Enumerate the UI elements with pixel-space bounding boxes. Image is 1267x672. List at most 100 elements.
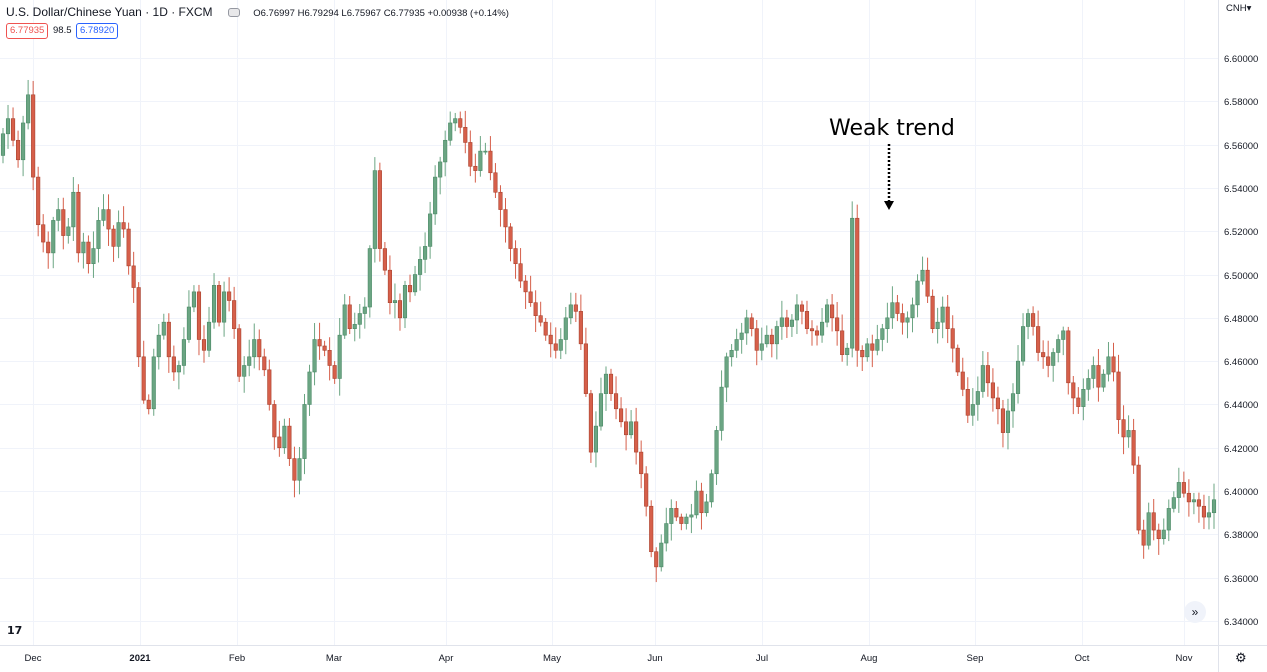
time-tick-label: Mar: [326, 653, 342, 664]
candle: [503, 209, 508, 228]
scroll-to-realtime-button[interactable]: »: [1184, 601, 1206, 623]
candle: [1131, 430, 1136, 466]
candle: [794, 304, 799, 321]
candle: [995, 397, 1000, 410]
tradingview-logo[interactable]: 17: [7, 624, 23, 637]
candle: [523, 280, 528, 293]
candle: [840, 330, 845, 355]
candle: [412, 274, 418, 293]
currency-selector[interactable]: CNH▾: [1226, 3, 1251, 14]
candle: [1031, 313, 1036, 327]
time-tick-label: Nov: [1176, 653, 1193, 664]
candle: [1136, 464, 1141, 531]
candle: [478, 150, 483, 171]
candle: [1116, 371, 1121, 420]
candle: [66, 226, 71, 236]
candle: [639, 451, 644, 475]
candle: [558, 339, 563, 351]
candle: [885, 317, 890, 329]
candle: [649, 505, 654, 553]
gear-icon[interactable]: ⚙: [1235, 650, 1247, 665]
buy-price-badge[interactable]: 6.78920: [76, 23, 119, 39]
candle: [26, 94, 31, 124]
candle: [418, 259, 423, 275]
candle: [1066, 330, 1071, 384]
candle: [116, 222, 121, 247]
candle: [367, 248, 372, 308]
candle: [277, 436, 282, 449]
candle: [1156, 529, 1161, 540]
candle: [804, 311, 810, 329]
candle: [362, 306, 367, 314]
candle: [312, 339, 317, 373]
price-tick-label: 6.38000: [1224, 530, 1258, 541]
candle: [1000, 408, 1006, 433]
candle: [930, 295, 935, 329]
candle: [267, 369, 272, 405]
candle: [1026, 313, 1031, 327]
candle: [196, 291, 202, 340]
sell-price-badge[interactable]: 6.77935: [6, 23, 49, 39]
candle: [619, 408, 624, 423]
candle: [1151, 512, 1156, 531]
candle: [1161, 529, 1166, 540]
price-tick-label: 6.58000: [1224, 97, 1258, 108]
candle: [548, 334, 553, 345]
candle: [578, 311, 583, 345]
candle: [910, 304, 915, 319]
candle: [799, 304, 805, 312]
candle: [1181, 482, 1186, 494]
candle: [870, 343, 875, 351]
candle: [201, 339, 207, 351]
candle: [583, 343, 588, 394]
candle: [664, 523, 669, 544]
time-tick-label: Apr: [439, 653, 454, 664]
candle: [16, 139, 21, 161]
candle: [252, 339, 257, 358]
candle: [875, 339, 880, 351]
candle: [724, 356, 729, 388]
candle: [473, 165, 478, 171]
candle: [372, 170, 377, 249]
symbol-title[interactable]: U.S. Dollar/Chinese Yuan · 1D · FXCM: [6, 5, 213, 19]
candle: [282, 425, 287, 449]
price-tick-label: 6.46000: [1224, 357, 1258, 368]
candle: [613, 393, 619, 410]
candle: [342, 304, 347, 336]
candle: [905, 317, 910, 323]
time-tick-label: 2021: [129, 653, 151, 664]
candle: [81, 241, 86, 254]
candle: [136, 287, 141, 358]
candle: [644, 473, 649, 507]
visibility-icon[interactable]: [227, 8, 240, 18]
candle: [382, 248, 387, 271]
candle: [1010, 393, 1016, 412]
candle: [488, 150, 493, 174]
annotation-label: Weak trend: [829, 116, 955, 141]
arrow-head-icon: [884, 201, 894, 210]
candle: [734, 339, 739, 351]
candle: [292, 458, 297, 481]
candle: [744, 317, 749, 334]
candle: [498, 191, 503, 210]
candle: [1056, 339, 1061, 353]
price-tick-label: 6.48000: [1224, 314, 1258, 325]
candle: [106, 209, 111, 230]
chevron-down-icon: ▾: [1246, 3, 1252, 14]
candle: [222, 291, 227, 323]
candle: [935, 321, 940, 329]
candle: [669, 508, 674, 524]
candle: [232, 300, 237, 329]
candle: [900, 313, 905, 323]
candle: [166, 321, 171, 358]
candle: [458, 118, 463, 128]
candle: [920, 269, 925, 282]
candle: [176, 365, 181, 373]
candle: [121, 222, 126, 230]
price-tick-label: 6.50000: [1224, 271, 1258, 282]
candle: [1081, 389, 1086, 407]
candle: [819, 321, 825, 336]
